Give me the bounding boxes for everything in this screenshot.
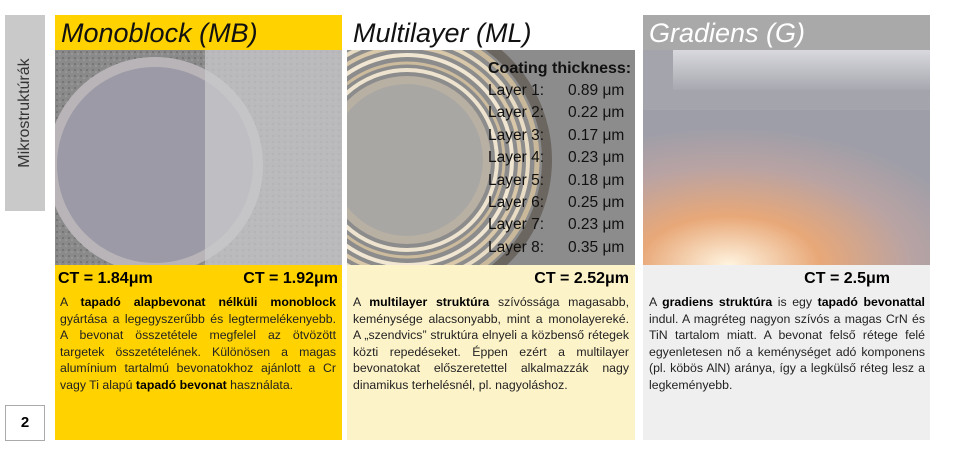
- layer-name: Layer 6:: [488, 194, 545, 212]
- ct-label: CT = 1.92μm: [243, 270, 338, 287]
- layer-thickness: 0.35 μm: [568, 238, 625, 256]
- layer-thickness: 0.25 μm: [568, 194, 625, 212]
- layer-row: Layer 8: 0.35 μm: [488, 237, 633, 259]
- layer-name: Layer 5:: [488, 171, 545, 189]
- micrograph: [347, 50, 635, 265]
- ct-label: CT = 2.5μm: [804, 270, 890, 287]
- column-bg: [643, 265, 930, 440]
- layer-name: Layer 1:: [488, 82, 545, 99]
- layer-row: Layer 6: 0.25 μm: [488, 192, 633, 214]
- micrograph: [55, 50, 342, 265]
- layer-thickness: 0.18 μm: [568, 171, 625, 189]
- layer-thickness: 0.17 μm: [568, 126, 625, 144]
- coating-title: Coating thickness:: [488, 60, 632, 77]
- text: A: [649, 295, 663, 309]
- text: is egy: [772, 295, 818, 309]
- column-header-bg: [643, 15, 930, 50]
- paragraph: A gradiens struktúra is egy tapadó bevon…: [649, 294, 925, 394]
- ct-label: CT = 1.84μm: [58, 270, 153, 287]
- layer-name: Layer 8:: [488, 238, 545, 256]
- layer-row: Layer 4: 0.23 μm: [488, 147, 633, 169]
- text: használata.: [226, 377, 294, 392]
- layer-thickness: 0.23 μm: [568, 216, 625, 234]
- bold-text: multilayer struktúra: [369, 295, 490, 309]
- page-number: 2: [5, 405, 45, 441]
- layer-row: Layer 3: 0.17 μm: [488, 125, 633, 147]
- layer-row: Layer 1: 0.89 μm: [488, 80, 633, 102]
- sidebar: [5, 15, 45, 211]
- text: A: [60, 295, 81, 309]
- layer-row: Layer 7: 0.23 μm: [488, 214, 633, 236]
- text: szívóssága magasabb, keménysége alacsony…: [353, 295, 629, 392]
- layer-row: Layer 5: 0.18 μm: [488, 170, 633, 192]
- bold-text: tapadó alapbevonat nélküli monoblock: [80, 295, 337, 309]
- ct-label: CT = 2.52μm: [534, 270, 629, 287]
- sidebar-label: Mikrostruktúrák: [16, 58, 33, 168]
- layer-thickness: 0.89 μm: [568, 82, 625, 99]
- layer-name: Layer 7:: [488, 216, 545, 234]
- column-title: Gradiens (G): [649, 18, 806, 48]
- micrograph: [643, 50, 930, 265]
- layer-name: Layer 3:: [488, 126, 545, 144]
- bold-text: tapadó bevonat: [135, 377, 227, 392]
- layer-thickness: 0.22 μm: [568, 104, 625, 122]
- paragraph: A multilayer struktúra szívóssága magasa…: [353, 294, 629, 394]
- column-bg: [347, 265, 635, 440]
- paragraph: A tapadó alapbevonat nélküli monoblock g…: [60, 294, 336, 394]
- text: indul. A magréteg nagyon szívós a magas …: [649, 311, 925, 392]
- bold-text: tapadó bevonattal: [817, 295, 925, 309]
- layer-thickness: 0.23 μm: [568, 149, 625, 167]
- layer-row: Layer 2: 0.22 μm: [488, 102, 633, 124]
- layer-name: Layer 4:: [488, 149, 545, 167]
- text: gyártása a legegyszerűbb és legtermeléke…: [60, 311, 336, 392]
- text: A: [353, 295, 370, 309]
- layer-name: Layer 2:: [488, 104, 545, 122]
- coating-list: Layer 1: 0.89 μm Layer 2: 0.22 μm Layer 3: 0.…: [488, 80, 633, 259]
- column-title: Monoblock (MB): [61, 18, 258, 48]
- column-title: Multilayer (ML): [353, 18, 532, 48]
- bold-text: gradiens struktúra: [662, 295, 773, 309]
